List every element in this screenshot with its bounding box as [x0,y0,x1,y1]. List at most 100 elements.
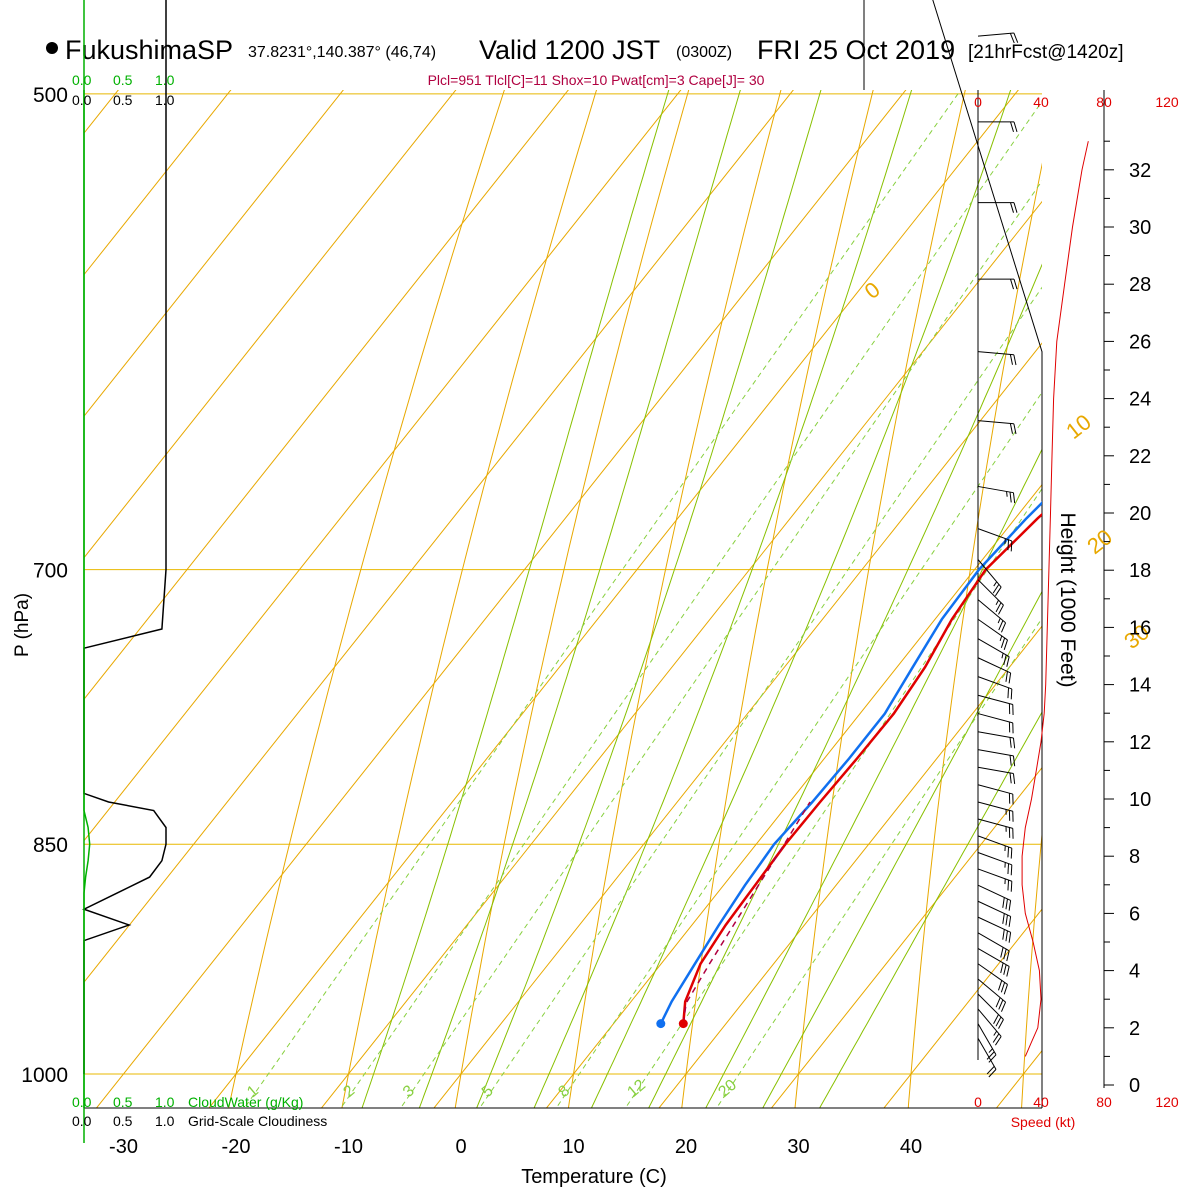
height-tick-label: 32 [1129,160,1151,182]
cloudiness-scale-2-top: 1.0 [155,92,175,108]
valid-date: FRI 25 Oct 2019 [757,35,955,65]
isotherm-right-label: 20 [1082,524,1117,559]
cloudwater-scale-2-bottom: 1.0 [155,1094,175,1110]
wind-panel [977,32,1089,1078]
isotherm [84,90,682,842]
cloudwater-scale-2-top: 1.0 [155,72,175,88]
wind-barb [977,420,1017,435]
x-tick-label: 30 [787,1136,809,1158]
wind-barb [977,618,1008,650]
height-tick-label: 6 [1129,903,1140,925]
wind-barb [977,963,1008,995]
moist-adiabat [361,90,670,1108]
height-tick-label: 12 [1129,732,1151,754]
wind-barb [977,932,1010,962]
isotherm [433,342,1042,1108]
surface-dewpoint-point [656,1019,666,1029]
height-tick-label: 26 [1129,331,1151,353]
isotherm [0,0,669,1143]
height-axis-title: Height (1000 Feet) [1056,512,1079,687]
speed-tick-bottom-0: 0 [974,1094,982,1110]
wind-barb [977,868,1013,892]
isotherm-right-label: 10 [1061,409,1096,444]
height-tick-label: 10 [1129,789,1151,811]
isotherm [658,625,1042,1108]
wind-barb [977,731,1016,749]
wind-barb [977,599,1007,633]
height-tick-label: 18 [1129,560,1151,582]
cloudiness-scale-0-bottom: 0.0 [72,1113,92,1129]
cloudiness-profile [82,0,167,1074]
wind-barb [977,351,1017,366]
height-tick-label: 2 [1129,1018,1140,1040]
isotherm [84,90,232,276]
isotherm [208,90,1019,1108]
x-tick-label: -20 [222,1136,251,1158]
moist-adiabat [705,448,1042,1108]
y-axis-title: P (hPa) [12,593,33,657]
p-tick-label: 500 [33,84,68,107]
moist-adiabat [819,711,1042,1108]
dewpoint-line [659,501,1042,1025]
wind-barb [978,202,1018,213]
wind-barb [977,694,1014,715]
wind-barb [977,835,1013,859]
wind-barb [977,638,1010,667]
station-name: FukushimaSP [65,35,233,65]
dry-adiabat [907,162,1042,1108]
moist-adiabat [533,90,913,1108]
cloudwater-scale-0-top: 0.0 [72,72,92,88]
x-tick-label: 10 [562,1136,584,1158]
moist-adiabat [590,90,1012,1108]
mixing-ratio-label: 3 [400,1082,418,1101]
speed-tick-bottom-80: 80 [1096,1094,1112,1110]
valid-utc: (0300Z) [676,44,732,61]
height-tick-label: 24 [1129,389,1151,411]
dry-adiabat [341,90,598,1108]
height-tick-label: 28 [1129,274,1151,296]
wind-barb [977,749,1016,767]
speed-tick-top-80: 80 [1096,94,1112,110]
cloudwater-scale-0-bottom: 0.0 [72,1094,92,1110]
wind-barb [977,947,1010,977]
wind-barb [977,801,1014,822]
wind-barb [977,559,1002,597]
isotherm [95,90,907,1108]
wind-barb [977,528,1013,552]
isotherm [770,766,1042,1108]
plot-frame [83,0,1105,1109]
wind-barb [977,32,1019,44]
dry-adiabat [228,90,505,1108]
x-tick-label: -10 [334,1136,363,1158]
height-tick-label: 8 [1129,846,1140,868]
x-tick-label: 40 [900,1136,922,1158]
dry-adiabat [1021,829,1042,1108]
speed-tick-top-120: 120 [1155,94,1179,110]
isotherm [84,90,794,983]
isotherm [84,90,119,134]
moist-adiabat [762,590,1042,1108]
cloudwater-scale-1-top: 0.5 [113,72,133,88]
cloudiness-scale-2-bottom: 1.0 [155,1113,175,1129]
cloudwater-profile [83,0,91,1143]
mixing-ratio-line [716,617,1042,1108]
dry-adiabat [681,90,874,1108]
dry-adiabat [567,90,782,1108]
forecast-info: [21hrFcst@1420z] [968,42,1124,63]
cloudiness-scale-0-top: 0.0 [72,92,92,108]
dry-adiabat [454,90,690,1108]
x-axis-title: Temperature (C) [521,1166,667,1188]
height-tick-label: 16 [1129,617,1151,639]
wind-speed-profile [1021,141,1089,1057]
speed-label: Speed (kt) [1011,1114,1076,1130]
p-tick-label: 850 [33,834,68,857]
cloudwater-label: CloudWater (g/Kg) [188,1094,303,1110]
parcel-line [682,801,811,1024]
wind-barb [977,884,1012,911]
wind-barb [977,900,1012,927]
wind-barb [977,579,1004,615]
mixing-ratio-line [243,90,962,1108]
height-tick-label: 20 [1129,503,1151,525]
wind-barb [977,852,1013,876]
mixing-ratio-label: 20 [715,1077,740,1102]
